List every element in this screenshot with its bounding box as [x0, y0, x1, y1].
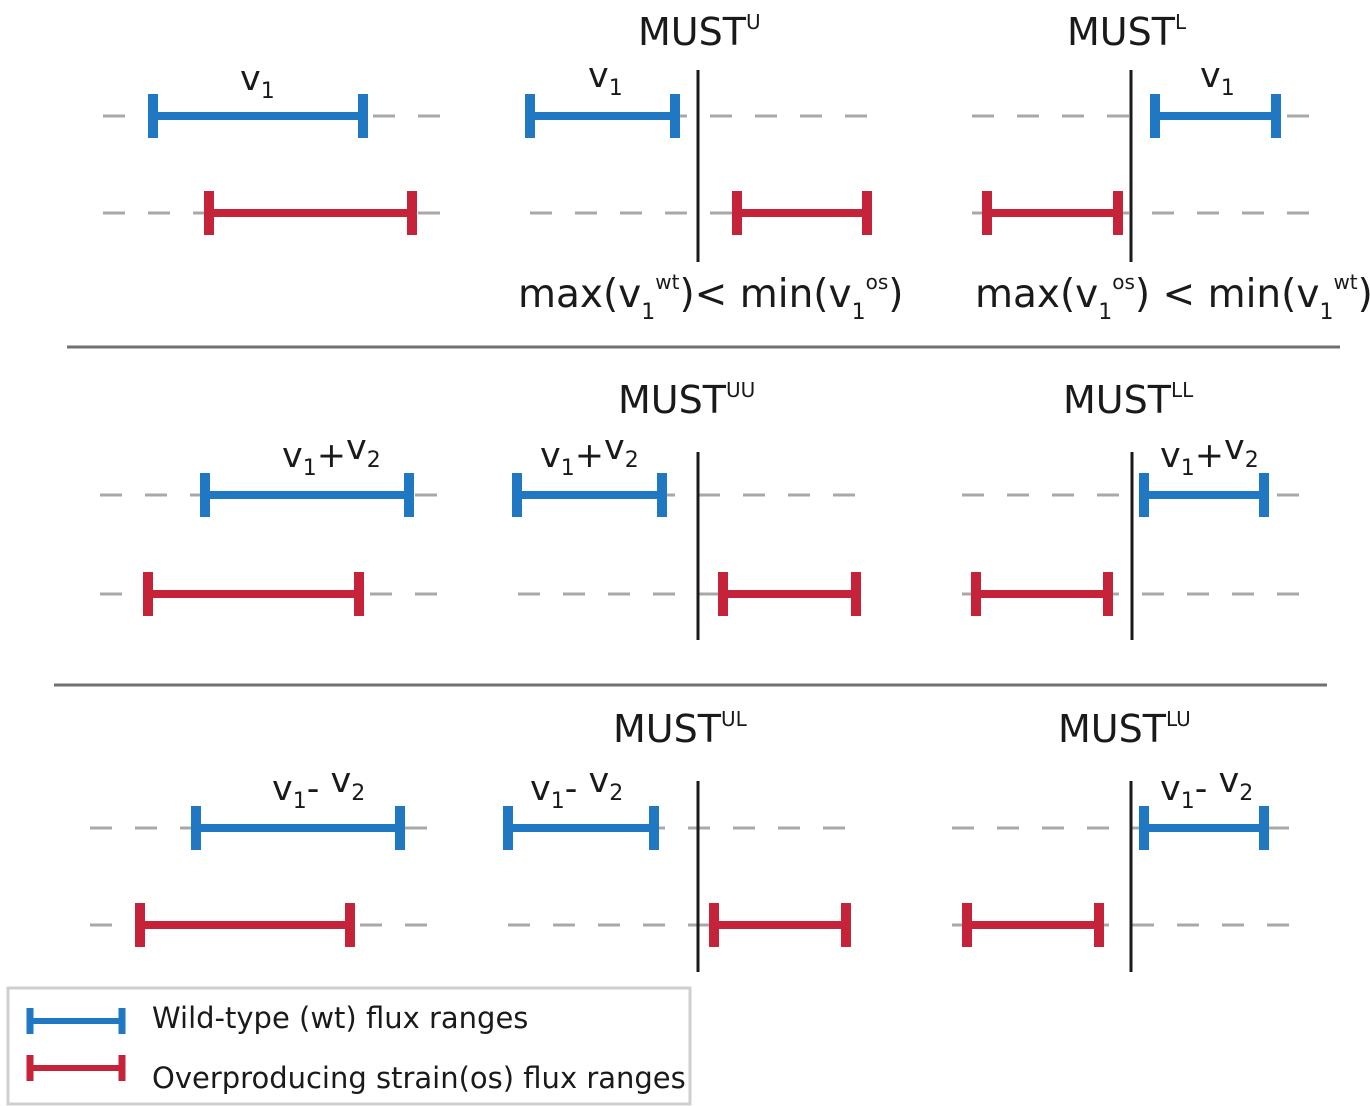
flux-label: v1	[588, 56, 623, 101]
wild-type-range-bar	[191, 806, 405, 850]
flux-label: v1+v2	[540, 428, 639, 481]
overproducing-range-bar	[962, 903, 1104, 947]
wild-type-range-bar	[1139, 806, 1269, 850]
overproducing-range-bar	[135, 903, 355, 947]
overproducing-range-bar	[982, 191, 1123, 235]
legend: Wild-type (wt) flux ranges Overproducing …	[6, 986, 692, 1106]
must-set-title: MUSTU	[638, 10, 761, 54]
overproducing-range-bar	[709, 903, 851, 947]
flux-label: v1	[240, 59, 275, 104]
overproducing-range-bar	[204, 191, 417, 235]
wild-type-range-bar	[512, 473, 667, 517]
flux-label: v1- v2	[530, 761, 623, 814]
inequality-condition: max(v1os) < min(v1wt)	[975, 270, 1370, 325]
overproducing-range-bar	[143, 572, 364, 616]
wild-type-range-bar	[1139, 473, 1269, 517]
legend-overproducing-swatch	[26, 1055, 126, 1081]
legend-overproducing-label: Overproducing strain(os) flux ranges	[152, 1061, 686, 1095]
flux-label: v1+v2	[282, 428, 381, 481]
overproducing-range-bar	[718, 572, 861, 616]
overproducing-range-bar	[971, 572, 1113, 616]
wild-type-range-bar	[1150, 94, 1281, 138]
must-set-title: MUSTLL	[1063, 378, 1194, 422]
inequality-condition: max(v1wt)< min(v1os)	[518, 270, 903, 325]
must-set-title: MUSTL	[1067, 10, 1187, 54]
legend-wild-type-swatch	[26, 1008, 126, 1034]
must-set-title: MUSTUL	[613, 707, 748, 751]
overproducing-range-bar	[732, 191, 872, 235]
wild-type-range-bar	[525, 94, 680, 138]
legend-wild-type-label: Wild-type (wt) flux ranges	[152, 1001, 528, 1035]
wild-type-range-bar	[503, 806, 659, 850]
must-set-title: MUSTLU	[1058, 707, 1191, 751]
flux-label: v1+v2	[1160, 428, 1259, 481]
must-set-title: MUSTUU	[618, 378, 755, 422]
wild-type-range-bar	[200, 473, 414, 517]
flux-label: v1- v2	[272, 761, 365, 814]
legend-box	[6, 986, 692, 1106]
wild-type-range-bar	[148, 94, 368, 138]
flux-label: v1- v2	[1160, 761, 1253, 814]
flux-label: v1	[1200, 56, 1235, 101]
